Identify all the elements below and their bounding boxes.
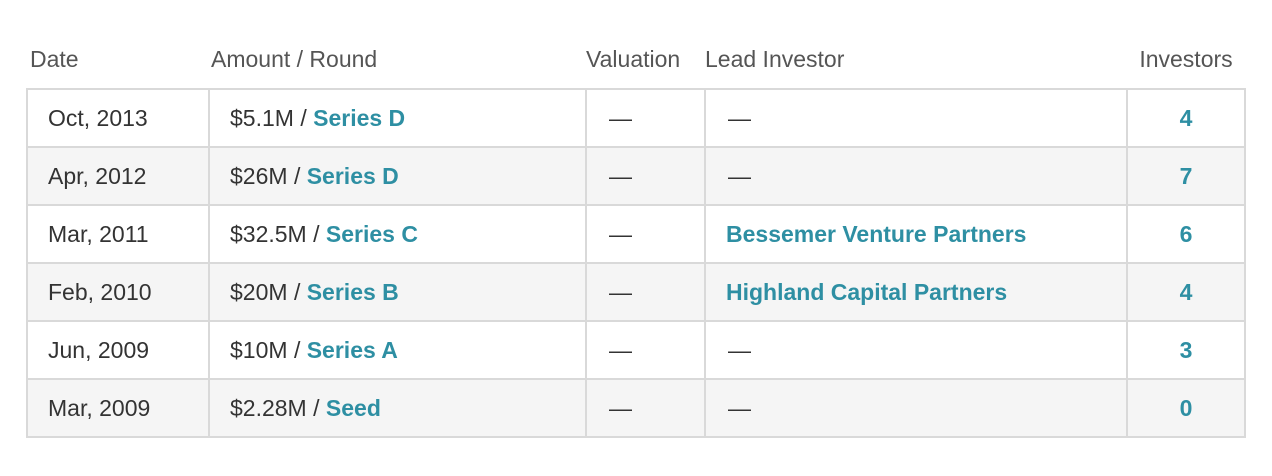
amount-round-separator: / bbox=[313, 220, 320, 247]
investors-count-link[interactable]: 3 bbox=[1126, 320, 1246, 380]
lead-investor-empty: — bbox=[728, 394, 751, 421]
cell-date: Feb, 2010 bbox=[26, 262, 210, 322]
lead-investor-empty: — bbox=[728, 336, 751, 363]
cell-date: Apr, 2012 bbox=[26, 146, 210, 206]
cell-valuation: — bbox=[585, 204, 706, 264]
cell-date: Mar, 2009 bbox=[26, 378, 210, 438]
round-link[interactable]: Series A bbox=[306, 336, 398, 363]
cell-valuation: — bbox=[585, 262, 706, 322]
column-header-lead-investor: Lead Investor bbox=[705, 45, 845, 72]
round-link[interactable]: Series C bbox=[325, 220, 418, 247]
funding-rounds-section: Date Amount / Round Valuation Lead Inves… bbox=[26, 38, 1246, 438]
amount-value: $2.28M bbox=[230, 394, 307, 421]
cell-lead-investor: — bbox=[704, 146, 1128, 206]
round-link[interactable]: Series D bbox=[313, 104, 406, 131]
cell-amount-round: $20M / Series B bbox=[208, 262, 587, 322]
cell-valuation: — bbox=[585, 320, 706, 380]
cell-valuation: — bbox=[585, 378, 706, 438]
table-row: Jun, 2009 $10M / Series A — —3 bbox=[26, 320, 1246, 380]
amount-round-separator: / bbox=[300, 104, 307, 131]
cell-amount-round: $10M / Series A bbox=[208, 320, 587, 380]
column-header-investors: Investors bbox=[1139, 45, 1233, 72]
lead-investor-empty: — bbox=[728, 104, 751, 131]
cell-date: Oct, 2013 bbox=[26, 88, 210, 148]
investors-count-link[interactable]: 4 bbox=[1126, 88, 1246, 148]
investors-count-link[interactable]: 7 bbox=[1126, 146, 1246, 206]
amount-value: $26M bbox=[230, 162, 288, 189]
table-header-row: Date Amount / Round Valuation Lead Inves… bbox=[27, 38, 1245, 89]
cell-amount-round: $2.28M / Seed bbox=[208, 378, 587, 438]
column-header-amount-round: Amount / Round bbox=[211, 45, 378, 72]
lead-investor-link[interactable]: Highland Capital Partners bbox=[726, 278, 1008, 305]
table-row: Apr, 2012 $26M / Series D — —7 bbox=[26, 146, 1246, 206]
cell-lead-investor: — bbox=[704, 88, 1128, 148]
amount-value: $10M bbox=[230, 336, 288, 363]
cell-lead-investor: — bbox=[704, 320, 1128, 380]
cell-valuation: — bbox=[585, 88, 706, 148]
round-link[interactable]: Seed bbox=[325, 394, 381, 421]
cell-lead-investor: — bbox=[704, 378, 1128, 438]
cell-valuation: — bbox=[585, 146, 706, 206]
table-row: Mar, 2011 $32.5M / Series C — Bessemer Vent… bbox=[26, 204, 1246, 264]
table-row: Mar, 2009 $2.28M / Seed — —0 bbox=[26, 378, 1246, 438]
column-header-valuation: Valuation bbox=[586, 45, 681, 72]
table-row: Oct, 2013 $5.1M / Series D — —4 bbox=[26, 88, 1246, 148]
lead-investor-empty: — bbox=[728, 162, 751, 189]
round-link[interactable]: Series B bbox=[306, 278, 399, 305]
cell-amount-round: $5.1M / Series D bbox=[208, 88, 587, 148]
table-row: Feb, 2010 $20M / Series B — Highland Capita… bbox=[26, 262, 1246, 322]
amount-round-separator: / bbox=[313, 394, 320, 421]
cell-date: Mar, 2011 bbox=[26, 204, 210, 264]
amount-round-separator: / bbox=[293, 278, 301, 305]
amount-round-separator: / bbox=[293, 162, 301, 189]
amount-value: $5.1M bbox=[230, 104, 294, 131]
cell-date: Jun, 2009 bbox=[26, 320, 210, 380]
lead-investor-link[interactable]: Bessemer Venture Partners bbox=[726, 220, 1027, 247]
column-header-date: Date bbox=[30, 45, 79, 72]
funding-rounds-table: Date Amount / Round Valuation Lead Inves… bbox=[26, 38, 1246, 438]
table-body: Oct, 2013 $5.1M / Series D — —4 Apr, 2012 $26… bbox=[26, 88, 1246, 438]
cell-amount-round: $26M / Series D bbox=[208, 146, 587, 206]
cell-lead-investor: Bessemer Venture Partners bbox=[704, 204, 1128, 264]
amount-round-separator: / bbox=[293, 336, 301, 363]
cell-lead-investor: Highland Capital Partners bbox=[704, 262, 1128, 322]
amount-value: $32.5M bbox=[230, 220, 307, 247]
investors-count-link[interactable]: 4 bbox=[1126, 262, 1246, 322]
amount-value: $20M bbox=[230, 278, 288, 305]
investors-count-link[interactable]: 0 bbox=[1126, 378, 1246, 438]
cell-amount-round: $32.5M / Series C bbox=[208, 204, 587, 264]
round-link[interactable]: Series D bbox=[306, 162, 399, 189]
investors-count-link[interactable]: 6 bbox=[1126, 204, 1246, 264]
